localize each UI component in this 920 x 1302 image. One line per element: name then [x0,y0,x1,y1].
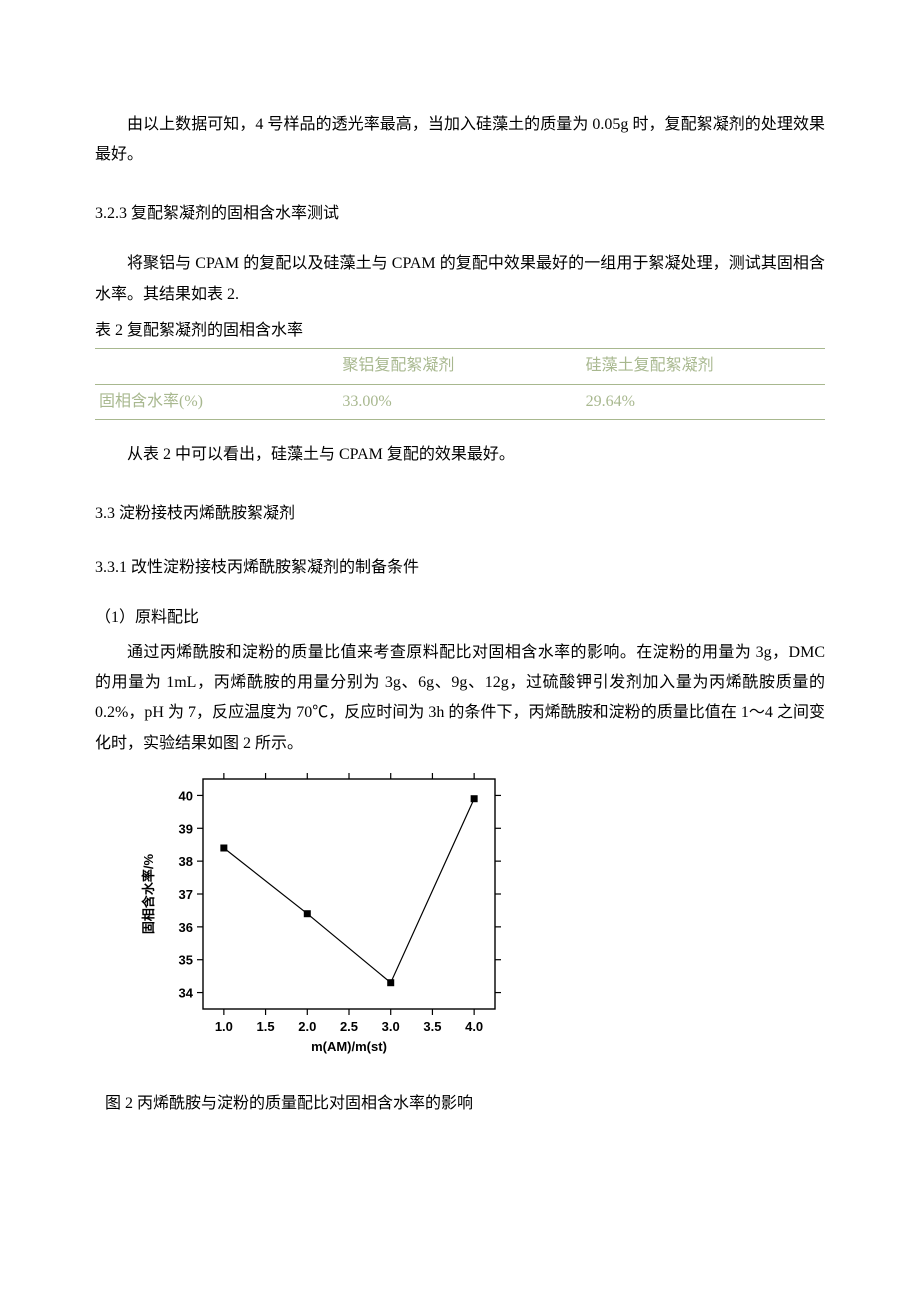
svg-text:35: 35 [179,953,193,968]
table2-caption: 表 2 复配絮凝剂的固相含水率 [95,316,825,346]
figure-2-caption: 图 2 丙烯酰胺与淀粉的质量配比对固相含水率的影响 [105,1089,825,1119]
heading-3-3-1: 3.3.1 改性淀粉接枝丙烯酰胺絮凝剂的制备条件 [95,553,825,583]
svg-text:3.0: 3.0 [382,1019,400,1034]
svg-text:m(AM)/m(st): m(AM)/m(st) [311,1039,387,1054]
table-header-col2: 硅藻土复配絮凝剂 [582,349,825,384]
svg-text:38: 38 [179,854,193,869]
heading-3-3: 3.3 淀粉接枝丙烯酰胺絮凝剂 [95,499,825,529]
svg-text:1.5: 1.5 [257,1019,275,1034]
figure-2-chart: 34 35 36 37 38 39 40 1.0 1.5 2.0 2.5 3.0 3.5 4.0 m(AM)… [125,769,825,1080]
svg-text:固相含水率/%: 固相含水率/% [141,854,156,935]
heading-3-3-1-1: （1）原料配比 [95,603,825,633]
para-3-2-3-after: 从表 2 中可以看出，硅藻土与 CPAM 复配的效果最好。 [95,440,825,470]
svg-text:36: 36 [179,920,193,935]
chart-svg: 34 35 36 37 38 39 40 1.0 1.5 2.0 2.5 3.0 3.5 4.0 m(AM)… [125,769,525,1069]
table-header-col1: 聚铝复配絮凝剂 [338,349,581,384]
table-cell-blank: . [95,349,338,384]
svg-text:40: 40 [179,789,193,804]
svg-text:34: 34 [179,986,194,1001]
heading-3-2-3: 3.2.3 复配絮凝剂的固相含水率测试 [95,199,825,229]
intro-paragraph: 由以上数据可知，4 号样品的透光率最高，当加入硅藻土的质量为 0.05g 时，复… [95,110,825,171]
para-3-2-3: 将聚铝与 CPAM 的复配以及硅藻土与 CPAM 的复配中效果最好的一组用于絮凝… [95,249,825,310]
svg-text:37: 37 [179,887,193,902]
table-cell-val1: 33.00% [338,384,581,419]
svg-text:3.5: 3.5 [423,1019,441,1034]
table-row: 固相含水率(%) 33.00% 29.64% [95,384,825,419]
table-row: . 聚铝复配絮凝剂 硅藻土复配絮凝剂 [95,349,825,384]
para-3-3-1-1: 通过丙烯酰胺和淀粉的质量比值来考查原料配比对固相含水率的影响。在淀粉的用量为 3… [95,638,825,760]
svg-text:1.0: 1.0 [215,1019,233,1034]
svg-text:39: 39 [179,822,193,837]
svg-text:4.0: 4.0 [465,1019,483,1034]
table-row-label: 固相含水率(%) [95,384,338,419]
svg-text:2.5: 2.5 [340,1019,358,1034]
table-cell-val2: 29.64% [582,384,825,419]
svg-text:2.0: 2.0 [298,1019,316,1034]
table2: . 聚铝复配絮凝剂 硅藻土复配絮凝剂 固相含水率(%) 33.00% 29.64… [95,348,825,420]
